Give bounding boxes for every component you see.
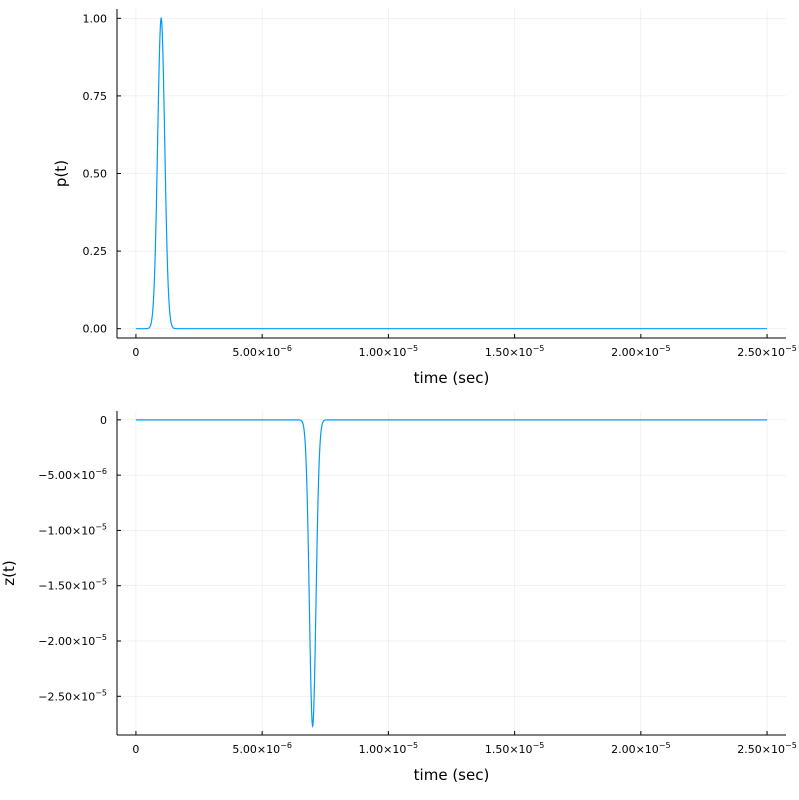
series-line — [135, 16, 768, 330]
y-tick-label: 0 — [100, 414, 107, 427]
x-tick-label: 1.50×10−5 — [485, 741, 545, 756]
x-tick-label: 2.50×10−5 — [737, 741, 797, 756]
y-tick-label: 0.25 — [83, 245, 108, 258]
x-tick-label: 2.50×10−5 — [737, 344, 797, 359]
x-tick-label: 0 — [132, 346, 139, 359]
y-axis-label: p(t) — [52, 160, 70, 187]
x-axis-label: time (sec) — [414, 369, 490, 387]
y-tick-label: −1.00×10−5 — [38, 522, 107, 537]
chart-bottom-z: 0 5.00×10−6 1.00×10−5 1.50×10−5 2.00×10−5 2.5… — [0, 411, 797, 784]
y-tick-label: −1.50×10−5 — [38, 578, 107, 593]
x-tick-label: 2.00×10−5 — [611, 741, 671, 756]
y-tick-label: 1.00 — [83, 12, 108, 25]
x-tick-label: 1.00×10−5 — [359, 741, 419, 756]
y-tick-label: −2.50×10−5 — [38, 688, 107, 703]
y-tick-label: 0.75 — [83, 90, 108, 103]
x-tick-label: 2.00×10−5 — [611, 344, 671, 359]
y-tick-label: −2.00×10−5 — [38, 633, 107, 648]
x-tick-label: 1.00×10−5 — [359, 344, 419, 359]
chart-top-p: 0 5.00×10−6 1.00×10−5 1.50×10−5 2.00×10−5 2.5… — [52, 9, 797, 387]
y-tick-label: −5.00×10−6 — [38, 467, 107, 482]
x-tick-label: 0 — [132, 743, 139, 756]
x-tick-label: 5.00×10−6 — [232, 741, 292, 756]
series-line — [135, 419, 768, 729]
y-axis-label: z(t) — [0, 560, 18, 585]
x-axis-label: time (sec) — [414, 766, 490, 784]
y-tick-label: 0.50 — [83, 168, 108, 181]
x-tick-label: 1.50×10−5 — [485, 344, 545, 359]
x-tick-label: 5.00×10−6 — [232, 344, 292, 359]
y-tick-label: 0.00 — [83, 323, 108, 336]
